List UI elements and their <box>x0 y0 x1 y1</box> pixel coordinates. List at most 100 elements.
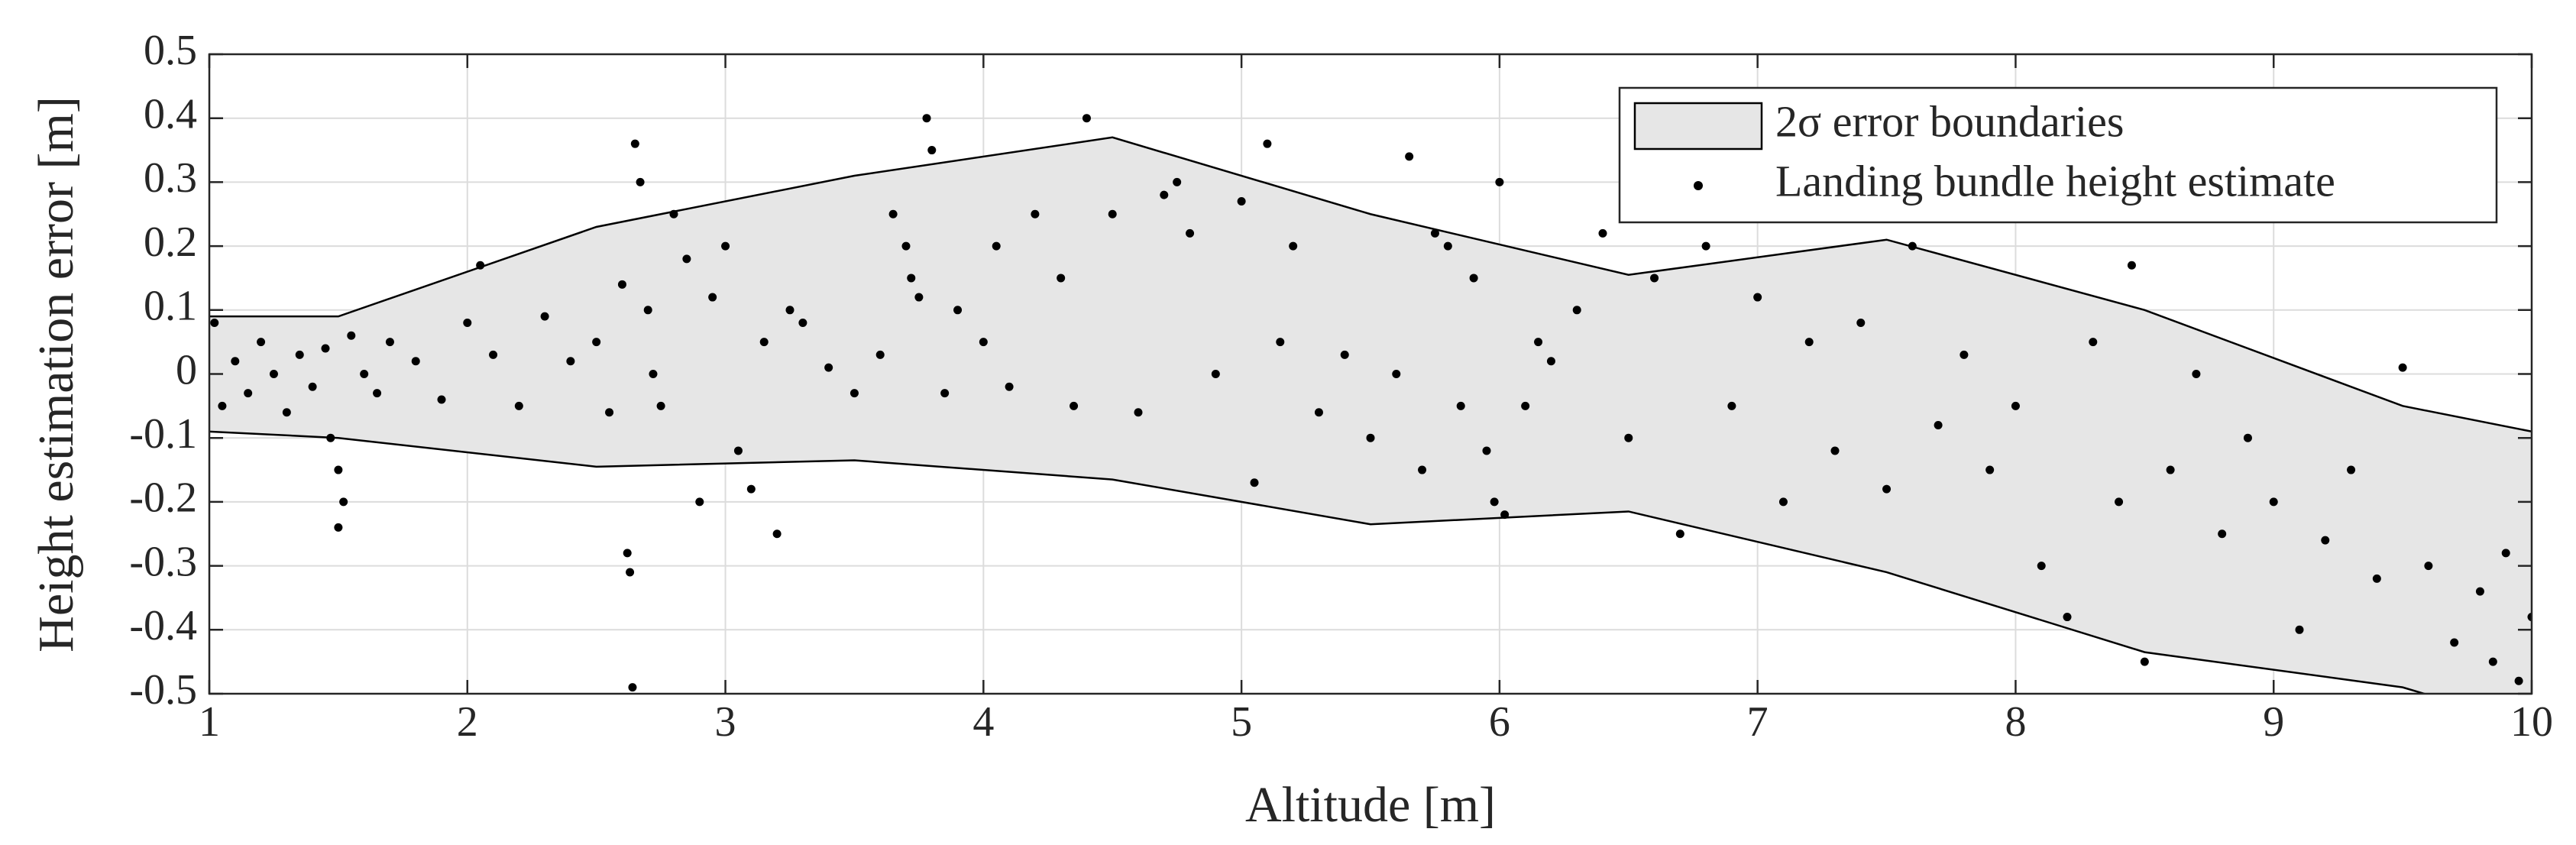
data-point <box>1031 209 1040 219</box>
data-point <box>1934 420 1943 429</box>
data-point <box>1443 241 1452 251</box>
data-point <box>540 312 549 321</box>
data-point <box>334 465 343 474</box>
data-point <box>2127 261 2136 270</box>
data-point <box>2295 625 2304 634</box>
data-point <box>257 338 266 347</box>
legend-marker <box>1694 181 1703 190</box>
data-point <box>1005 382 1014 391</box>
data-point <box>630 139 639 148</box>
data-point <box>1366 433 1375 442</box>
data-point <box>1675 529 1684 539</box>
y-tick-label: 0.2 <box>144 219 197 266</box>
data-point <box>746 484 756 494</box>
band-lower <box>209 430 2428 694</box>
data-point <box>875 350 885 359</box>
band-upper <box>209 136 2532 433</box>
data-point <box>1856 319 1866 328</box>
y-axis-label: Height estimation error [m] <box>28 96 84 652</box>
data-point <box>2424 562 2433 571</box>
error-band <box>209 137 2532 694</box>
data-point <box>733 446 743 455</box>
data-point <box>656 401 665 410</box>
data-point <box>1173 177 1182 186</box>
data-point <box>1250 478 1259 487</box>
data-point <box>759 338 769 347</box>
data-point <box>1500 510 1510 520</box>
data-point <box>1482 446 1491 455</box>
data-point <box>721 241 730 251</box>
x-tick-label: 5 <box>1231 698 1252 746</box>
data-point <box>347 331 356 340</box>
data-point <box>901 241 911 251</box>
data-point <box>2218 529 2227 539</box>
y-tick-label: 0.3 <box>144 154 197 202</box>
data-point <box>927 146 937 155</box>
x-tick-label: 4 <box>972 698 994 746</box>
data-point <box>643 306 652 315</box>
legend-box <box>1618 86 2498 224</box>
x-tick-label: 2 <box>457 698 478 746</box>
data-point <box>2063 613 2072 622</box>
data-point <box>244 389 253 398</box>
data-point <box>992 241 1001 251</box>
data-point <box>2192 370 2201 378</box>
data-point <box>772 529 782 539</box>
data-point <box>231 357 240 366</box>
data-point <box>605 408 614 417</box>
data-point <box>953 306 963 315</box>
data-point <box>888 209 898 219</box>
data-point <box>1430 228 1439 238</box>
data-point <box>282 408 291 417</box>
data-point <box>940 389 950 398</box>
data-point <box>1882 484 1892 494</box>
data-point <box>798 319 807 328</box>
data-point <box>476 261 485 270</box>
data-point <box>2166 465 2175 474</box>
data-point <box>1778 497 1788 507</box>
data-point <box>339 497 348 507</box>
data-point <box>566 357 575 366</box>
data-point <box>824 363 833 372</box>
data-point <box>1908 241 1917 251</box>
data-point <box>1418 465 1427 474</box>
data-point <box>1276 338 1285 347</box>
data-point <box>1469 274 1478 283</box>
data-point <box>695 497 704 507</box>
data-point <box>914 293 924 302</box>
data-point <box>1405 152 1414 161</box>
data-point <box>1237 197 1246 206</box>
data-point <box>1960 350 1969 359</box>
data-point <box>1830 446 1840 455</box>
data-point <box>210 319 219 328</box>
y-tick-label: 0.4 <box>144 91 197 138</box>
y-tick-label: 0 <box>176 346 197 393</box>
y-tick-label: -0.5 <box>129 666 197 714</box>
x-tick-label: 8 <box>2005 698 2026 746</box>
data-point <box>411 357 420 366</box>
y-tick-label: -0.4 <box>129 602 197 649</box>
data-point <box>437 395 446 404</box>
legend: 2σ error boundaries Landing bundle height… <box>1618 86 2498 224</box>
data-point <box>626 568 635 577</box>
x-axis-label: Altitude [m] <box>1245 777 1496 833</box>
data-point <box>922 114 931 123</box>
data-point <box>708 293 717 302</box>
data-point <box>385 338 394 347</box>
data-point <box>218 401 227 410</box>
data-point <box>1572 306 1581 315</box>
data-point <box>1804 338 1814 347</box>
data-point <box>1546 357 1555 366</box>
data-point <box>2527 613 2532 622</box>
data-point <box>649 370 658 378</box>
data-point <box>1490 497 1499 507</box>
data-point <box>2514 676 2523 685</box>
data-point <box>2398 363 2407 372</box>
data-point <box>617 280 626 289</box>
data-point <box>360 370 369 378</box>
data-point <box>979 338 988 347</box>
data-point <box>1057 274 1066 283</box>
data-point <box>2243 433 2252 442</box>
